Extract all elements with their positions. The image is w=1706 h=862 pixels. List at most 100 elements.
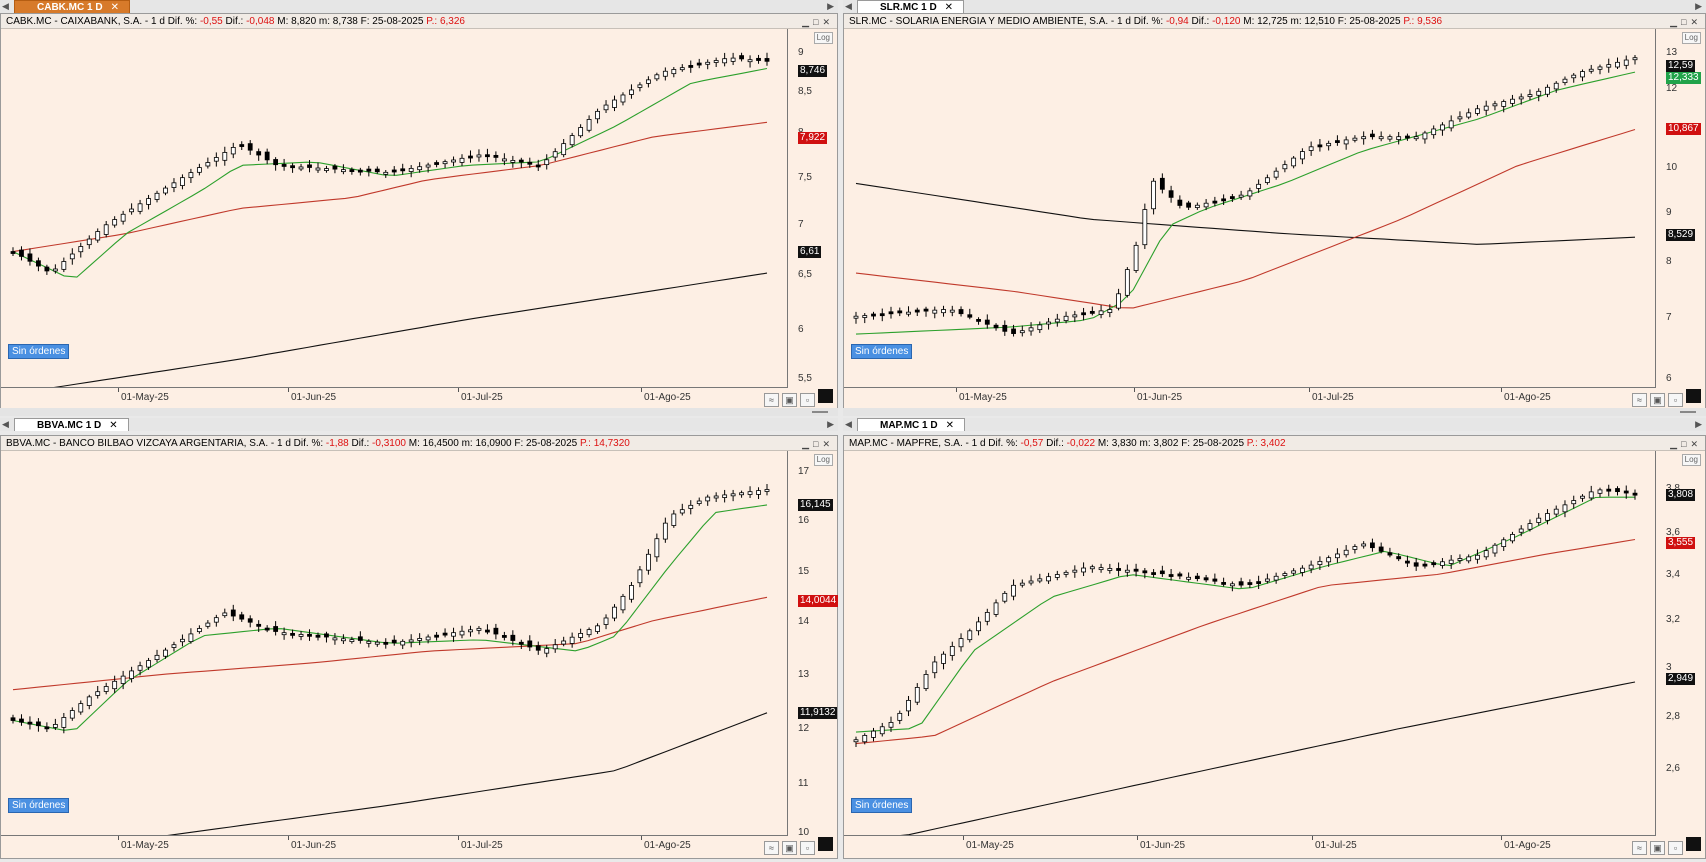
candle-body xyxy=(578,127,584,137)
y-axis[interactable]: Log 9 8,5 8 7,5 7 6,5 6 5,5 8,746 7,922 … xyxy=(787,29,836,388)
candle-body xyxy=(1186,576,1192,580)
no-orders-badge[interactable]: Sin órdenes xyxy=(851,344,913,359)
save-icon[interactable]: ▣ xyxy=(782,841,797,855)
no-orders-badge[interactable]: Sin órdenes xyxy=(8,798,70,813)
tab-close-icon[interactable]: ✕ xyxy=(109,420,118,431)
candle-body xyxy=(1063,571,1069,575)
candle-body xyxy=(1028,580,1034,584)
log-scale-toggle[interactable]: Log xyxy=(1681,32,1701,44)
tab-cabk[interactable]: CABK.MC 1 D ✕ xyxy=(14,0,130,13)
candle-body xyxy=(1142,209,1148,246)
y-axis[interactable]: Log 13 12 11 10 9 8 7 6 12,59 12,333 10,… xyxy=(1655,29,1704,388)
candle-body xyxy=(61,261,67,270)
tab-scroll-left-icon[interactable]: ◀ xyxy=(2,1,9,11)
tab-scroll-left-icon[interactable]: ◀ xyxy=(845,419,852,429)
candle-body xyxy=(1492,544,1498,554)
candle-body xyxy=(544,159,550,166)
indicator-icon[interactable]: ≈ xyxy=(764,841,779,855)
pin-icon[interactable]: ▫ xyxy=(800,393,815,407)
candle-body xyxy=(10,251,16,254)
color-icon[interactable] xyxy=(818,837,833,851)
tab-close-icon[interactable]: ✕ xyxy=(945,420,954,431)
candle-body xyxy=(518,159,524,163)
window-controls[interactable]: ▁□✕ xyxy=(802,17,834,27)
candle-body xyxy=(888,722,894,728)
candle-body xyxy=(984,611,990,622)
price-plot[interactable] xyxy=(1,29,787,388)
candle-body xyxy=(1571,500,1577,505)
log-scale-toggle[interactable]: Log xyxy=(813,32,833,44)
window-controls[interactable]: ▁□✕ xyxy=(1670,17,1702,27)
price-plot[interactable] xyxy=(844,29,1655,388)
tab-scroll-right-icon[interactable]: ▶ xyxy=(827,1,834,11)
candle-body xyxy=(879,726,885,735)
candle-body xyxy=(1588,491,1594,499)
tab-scroll-left-icon[interactable]: ◀ xyxy=(845,1,852,11)
tab-slr[interactable]: SLR.MC 1 D ✕ xyxy=(857,0,965,13)
candle-body xyxy=(993,602,999,615)
y-axis[interactable]: Log 17 16 15 14 13 12 11 10 16,145 14,00… xyxy=(787,451,839,838)
candle-body xyxy=(1177,199,1183,206)
tab-scroll-left-icon[interactable]: ◀ xyxy=(2,419,9,429)
indicator-icon[interactable]: ≈ xyxy=(1632,841,1647,855)
pin-icon[interactable]: ▫ xyxy=(800,841,815,855)
candle-body xyxy=(1081,567,1086,573)
candle-body xyxy=(1370,133,1375,138)
no-orders-badge[interactable]: Sin órdenes xyxy=(8,344,70,359)
log-scale-toggle[interactable]: Log xyxy=(1681,454,1701,466)
tab-scroll-right-icon[interactable]: ▶ xyxy=(827,419,834,429)
p-label: P.: xyxy=(579,438,591,449)
candle-body xyxy=(671,513,677,526)
x-tick-label: 01-Ago-25 xyxy=(641,388,691,403)
no-orders-badge[interactable]: Sin órdenes xyxy=(851,798,913,813)
log-scale-toggle[interactable]: Log xyxy=(813,454,833,466)
candle-body xyxy=(69,710,75,719)
tab-scroll-right-icon[interactable]: ▶ xyxy=(1695,1,1702,11)
info-prefix: CABK.MC - CAIXABANK, S.A. - 1 d Dif. %: xyxy=(6,16,198,27)
price-plot[interactable] xyxy=(844,451,1655,836)
indicator-icon[interactable]: ≈ xyxy=(1632,393,1647,407)
candle-body xyxy=(862,735,868,743)
save-icon[interactable]: ▣ xyxy=(1650,841,1665,855)
candle-body xyxy=(561,143,567,156)
indicator-icon[interactable]: ≈ xyxy=(764,393,779,407)
price-plot[interactable] xyxy=(1,451,787,836)
candle-body xyxy=(1247,582,1253,585)
candle-body xyxy=(1457,558,1463,561)
tab-bbva[interactable]: BBVA.MC 1 D ✕ xyxy=(14,418,129,431)
pin-icon[interactable]: ▫ xyxy=(1668,393,1683,407)
candle-body xyxy=(713,60,719,63)
candle-body xyxy=(1361,543,1367,547)
window-controls[interactable]: ▁□✕ xyxy=(1670,439,1702,449)
y-tick: 3 xyxy=(1666,662,1672,673)
tab-scroll-right-icon[interactable]: ▶ xyxy=(1695,419,1702,429)
candle-body xyxy=(36,260,41,267)
y-tick: 2,6 xyxy=(1666,763,1680,774)
chart-pane-slr: ◀ SLR.MC 1 D ✕ ▶ SLR.MC - SOLARIA ENERGIA… xyxy=(843,0,1706,416)
x-tick-label: 01-Jun-25 xyxy=(287,388,337,403)
candle-body xyxy=(1475,554,1480,560)
scrollbar[interactable] xyxy=(0,408,838,416)
color-icon[interactable] xyxy=(1686,837,1701,851)
scrollbar[interactable] xyxy=(843,408,1706,416)
candle-body xyxy=(1116,293,1121,309)
candle-body xyxy=(442,632,448,636)
info-bar: MAP.MC - MAPFRE, S.A. - 1 d Dif. %: -0,5… xyxy=(844,436,1705,451)
candle-body xyxy=(1422,563,1428,567)
pin-icon[interactable]: ▫ xyxy=(1668,841,1683,855)
candle-body xyxy=(1291,570,1297,574)
candle-body xyxy=(247,618,253,623)
tab-close-icon[interactable]: ✕ xyxy=(110,2,119,13)
candle-body xyxy=(493,627,499,635)
tab-close-icon[interactable]: ✕ xyxy=(944,2,954,13)
save-icon[interactable]: ▣ xyxy=(782,393,797,407)
color-icon[interactable] xyxy=(818,389,833,403)
window-controls[interactable]: ▁□✕ xyxy=(802,439,834,449)
candle-body xyxy=(1352,546,1358,550)
candle-body xyxy=(1501,101,1507,107)
color-icon[interactable] xyxy=(1686,389,1701,403)
y-axis[interactable]: Log 3,8 3,6 3,4 3,2 3 2,8 2,6 3,808 3,55… xyxy=(1655,451,1704,836)
save-icon[interactable]: ▣ xyxy=(1650,393,1665,407)
tab-map[interactable]: MAP.MC 1 D ✕ xyxy=(857,418,965,431)
candle-body xyxy=(222,152,228,161)
